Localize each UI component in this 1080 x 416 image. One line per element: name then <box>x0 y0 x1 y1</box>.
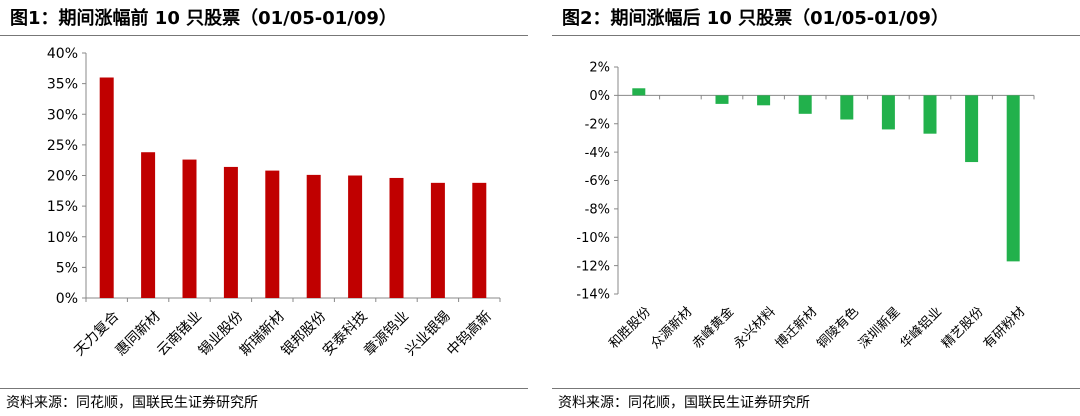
source-divider <box>0 388 528 389</box>
x-category-label: 有研粉材 <box>981 304 1028 351</box>
y-tick-label: 40% <box>47 46 78 62</box>
y-tick-label: -2% <box>585 117 610 132</box>
bar <box>265 170 280 298</box>
x-category-label: 云南锗业 <box>154 308 205 359</box>
y-tick-label: 20% <box>47 169 78 185</box>
x-category-label: 斯瑞新材 <box>237 308 288 359</box>
bar <box>923 95 937 134</box>
bar <box>1006 95 1020 262</box>
x-category-label: 铜陵有色 <box>814 304 862 352</box>
bar <box>757 95 771 106</box>
chart-panel-top-losers: 图2：期间涨幅后 10 只股票（01/05-01/09） -14% -12% -10… <box>552 0 1080 416</box>
y-tick-label: -8% <box>585 203 610 218</box>
x-category-label: 兴业银锡 <box>403 308 454 359</box>
y-tick-label: 35% <box>47 77 78 93</box>
bar <box>798 95 812 114</box>
x-category-label: 博迁新材 <box>772 304 820 352</box>
y-tick-label: 25% <box>47 138 78 154</box>
source-note: 资料来源：同花顺，国联民生证券研究所 <box>558 395 810 411</box>
x-category-label: 天力复合 <box>71 308 123 360</box>
bar <box>141 152 156 298</box>
bar <box>840 95 854 120</box>
source-divider <box>552 388 1080 389</box>
bar <box>965 95 979 163</box>
x-category-label: 赤峰黄金 <box>689 304 737 352</box>
x-category-label: 众源新材 <box>647 304 695 352</box>
title-divider <box>552 35 1080 36</box>
bar <box>306 174 321 298</box>
chart-title: 图1：期间涨幅前 10 只股票（01/05-01/09） <box>10 8 397 29</box>
x-category-label: 锡业股份 <box>196 308 247 359</box>
y-tick-label: 0% <box>56 291 78 307</box>
x-category-label: 中钨高新 <box>443 308 495 360</box>
y-tick-label: -12% <box>576 259 610 274</box>
bar <box>430 182 445 298</box>
chart-panel-top-gainers: 图1：期间涨幅前 10 只股票（01/05-01/09） 0% 5% 10% 15% 2… <box>0 0 528 416</box>
bar <box>182 159 197 298</box>
y-tick-label: 5% <box>56 260 78 276</box>
y-tick-label: 0% <box>589 89 610 104</box>
title-divider <box>0 35 528 36</box>
bar <box>348 175 363 298</box>
bar-chart-top-gainers: 0% 5% 10% 15% 20% 25% 30% 35% 40% 天力复合惠同新材云南锗业锡业股… <box>47 46 501 360</box>
bar <box>715 95 729 104</box>
x-category-label: 安泰科技 <box>320 308 371 359</box>
x-category-label: 永兴材料 <box>731 304 778 351</box>
x-category-label: 惠同新材 <box>113 308 164 359</box>
y-tick-label: -10% <box>576 231 610 246</box>
y-tick-label: 15% <box>47 199 78 215</box>
chart-title: 图2：期间涨幅后 10 只股票（01/05-01/09） <box>562 8 949 29</box>
y-tick-label: 2% <box>589 61 610 76</box>
y-tick-label: 10% <box>47 230 78 246</box>
bar <box>389 177 404 298</box>
bar-chart-top-losers: -14% -12% -10% -8% -6% -4% -2% 0% 2% 和胜股份众源新材赤峰黄金… <box>576 61 1035 352</box>
x-category-label: 华峰铝业 <box>898 304 945 351</box>
x-category-label: 银邦股份 <box>278 308 329 359</box>
bar <box>881 95 895 130</box>
bar <box>99 77 114 298</box>
y-tick-label: 30% <box>47 107 78 123</box>
bar <box>472 182 487 298</box>
x-category-label: 和胜股份 <box>606 304 653 351</box>
bar <box>632 88 646 96</box>
x-category-label: 深圳新星 <box>855 304 903 352</box>
x-category-label: 精艺股份 <box>939 304 986 351</box>
bar <box>223 166 238 298</box>
x-category-label: 章源钨业 <box>360 308 412 360</box>
y-tick-label: -6% <box>585 174 610 189</box>
y-tick-label: -4% <box>585 146 610 161</box>
y-tick-label: -14% <box>576 288 610 303</box>
source-note: 资料来源：同花顺，国联民生证券研究所 <box>6 395 258 411</box>
